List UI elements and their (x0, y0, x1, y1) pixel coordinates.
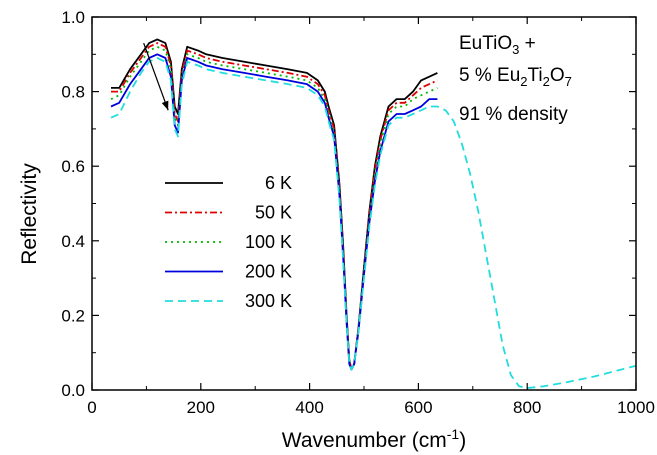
y-tick-label: 0.6 (61, 157, 85, 176)
annotation-line2: 5 % Eu2Ti2O7 (459, 65, 572, 89)
series-line-6k (111, 38, 438, 371)
x-tick-label: 200 (187, 398, 215, 417)
arrow-shaft (143, 42, 169, 111)
x-tick-label: 400 (295, 398, 323, 417)
legend-label-300k: 300 K (245, 291, 292, 311)
x-axis-title: Wavenumber (cm-1) (282, 426, 466, 452)
legend: 6 K 50 K 100 K 200 K 300 K (165, 173, 292, 311)
y-tick-label: 0.8 (61, 83, 85, 102)
y-tick-label: 0.4 (61, 232, 85, 251)
series-line-300k (110, 57, 637, 389)
trend-arrow (143, 42, 169, 111)
x-tick-label: 800 (513, 398, 541, 417)
annotation-line3: 91 % density (459, 104, 568, 125)
legend-label-200k: 200 K (245, 262, 292, 282)
y-axis-title: Reflectivity (18, 163, 41, 265)
x-tick-label: 1000 (617, 398, 655, 417)
y-tick-label: 0.0 (61, 381, 85, 400)
x-tick-label: 600 (404, 398, 432, 417)
legend-label-100k: 100 K (245, 232, 292, 252)
y-tick-label: 0.2 (61, 306, 85, 325)
series-line-50k (111, 42, 438, 371)
series-line-200k (110, 53, 438, 371)
legend-label-6k: 6 K (265, 173, 292, 193)
axis-ticks (91, 16, 637, 391)
x-tick-label: 0 (87, 398, 96, 417)
annotation-line1: EuTiO3 + (459, 33, 536, 57)
series-line-100k (110, 45, 438, 371)
y-tick-label: 1.0 (61, 8, 85, 27)
series-lines (110, 38, 637, 389)
annotation-box: EuTiO3 + 5 % Eu2Ti2O7 91 % density (459, 33, 572, 125)
legend-label-50k: 50 K (255, 203, 292, 223)
arrow-head (161, 100, 169, 111)
